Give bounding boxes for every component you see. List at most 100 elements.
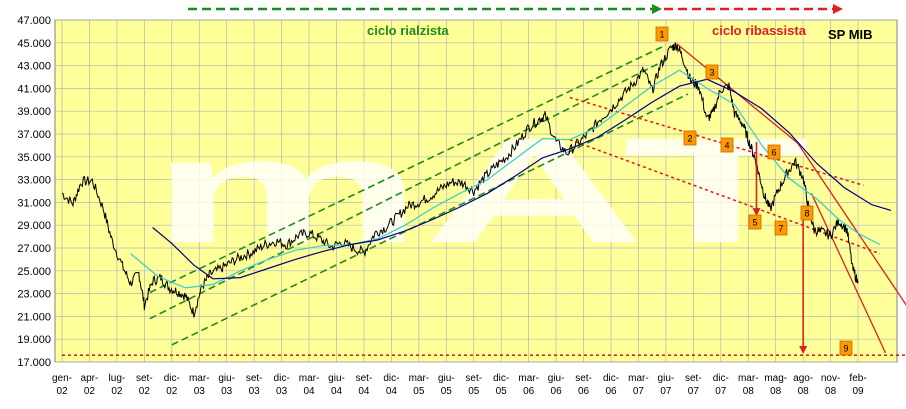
x-tick-label: ago- [793, 373, 813, 384]
marker-label: 9 [843, 344, 848, 354]
y-axis: 17.000 19.000 21.000 23.000 25.000 27.000 29.0… [17, 15, 51, 369]
x-tick-label: 02 [84, 386, 96, 397]
x-tick-label: 07 [715, 386, 727, 397]
marker-box [800, 205, 814, 221]
trendline [171, 93, 689, 346]
x-tick-label: 03 [276, 386, 288, 397]
marker-label: 8 [804, 209, 809, 219]
x-tick-label: giu- [658, 373, 675, 384]
x-tick-label: 04 [386, 386, 398, 397]
x-tick-label: 02 [56, 386, 68, 397]
x-tick-label: mar- [628, 373, 649, 384]
x-tick-label: 03 [221, 386, 233, 397]
x-tick-label: mar- [299, 373, 320, 384]
marker-label: 5 [752, 218, 757, 228]
y-tick-label: 19.000 [17, 334, 51, 346]
x-tick-label: 02 [111, 386, 123, 397]
x-tick-label: 02 [139, 386, 151, 397]
y-tick-label: 35.000 [17, 152, 51, 164]
y-tick-label: 17.000 [17, 357, 51, 369]
x-tick-label: 05 [496, 386, 508, 397]
x-tick-label: 05 [441, 386, 453, 397]
arrow-head [799, 346, 808, 355]
series-line [152, 78, 892, 280]
x-tick-label: giu- [548, 373, 565, 384]
y-tick-label: 23.000 [17, 289, 51, 301]
x-tick-label: 02 [166, 386, 178, 397]
marker-label: 4 [724, 141, 729, 151]
arrow-head [752, 208, 761, 217]
x-tick-label: giu- [218, 373, 235, 384]
x-tick-label: 03 [249, 386, 261, 397]
x-tick-label: 07 [688, 386, 700, 397]
x-tick-label: gen- [52, 373, 72, 384]
x-tick-label: dic- [164, 373, 180, 384]
marker-box [705, 64, 719, 80]
x-tick-label: feb- [849, 373, 866, 384]
markers: 1 2 3 4 5 6 7 8 9 [655, 26, 853, 356]
x-tick-label: giu- [328, 373, 345, 384]
marker-box [774, 220, 788, 236]
x-tick-label: 06 [523, 386, 535, 397]
x-tick-label: 07 [660, 386, 672, 397]
trendline [149, 44, 667, 294]
trendline [569, 138, 881, 255]
y-tick-label: 43.000 [17, 61, 51, 73]
x-tick-label: mag- [764, 373, 787, 384]
y-tick-label: 29.000 [17, 220, 51, 232]
x-tick-label: set- [465, 373, 482, 384]
x-tick-label: lug- [109, 373, 126, 384]
x-tick-label: 07 [633, 386, 645, 397]
x-tick-label: set- [246, 373, 263, 384]
x-tick-label: set- [136, 373, 153, 384]
marker-label: 6 [771, 148, 776, 158]
x-tick-label: dic- [274, 373, 290, 384]
x-tick-label: mar- [189, 373, 210, 384]
x-tick-label: giu- [438, 373, 455, 384]
y-tick-label: 33.000 [17, 175, 51, 187]
x-tick-label: 08 [798, 386, 810, 397]
trendline [810, 193, 887, 354]
chart-title: SP MIB [828, 27, 873, 42]
x-tick-label: 06 [605, 386, 617, 397]
x-tick-label: 05 [413, 386, 425, 397]
x-tick-label: set- [356, 373, 373, 384]
x-tick-label: mar- [518, 373, 539, 384]
x-tick-label: nov- [821, 373, 840, 384]
x-tick-label: 06 [551, 386, 563, 397]
marker-box [720, 137, 734, 153]
marker-box [767, 144, 781, 160]
y-tick-label: 47.000 [17, 15, 51, 27]
x-tick-label: dic- [603, 373, 619, 384]
y-tick-label: 27.000 [17, 243, 51, 255]
y-tick-label: 31.000 [17, 197, 51, 209]
trendline [149, 59, 667, 320]
y-tick-label: 45.000 [17, 38, 51, 50]
x-tick-label: dic- [713, 373, 729, 384]
marker-box [839, 340, 853, 356]
x-tick-label: dic- [493, 373, 509, 384]
x-tick-label: 08 [825, 386, 837, 397]
x-tick-label: set- [575, 373, 592, 384]
arrows [752, 141, 808, 355]
marker-label: 1 [659, 30, 664, 40]
y-tick-label: 41.000 [17, 83, 51, 95]
x-tick-label: 05 [468, 386, 480, 397]
x-tick-label: 04 [303, 386, 315, 397]
x-tick-label: 03 [194, 386, 206, 397]
y-tick-label: 25.000 [17, 266, 51, 278]
marker-box [655, 26, 669, 42]
top-arrow-green-head [652, 4, 662, 14]
y-tick-label: 39.000 [17, 106, 51, 118]
x-tick-label: set- [685, 373, 702, 384]
marker-label: 2 [687, 134, 692, 144]
x-tick-label: 08 [743, 386, 755, 397]
x-tick-label: 04 [358, 386, 370, 397]
x-tick-label: 04 [331, 386, 343, 397]
x-axis: gen- 02 apr- 02 lug- 02 set- 02 dic- 02 mar- 03 giu-… [52, 373, 867, 397]
x-tick-label: mar- [738, 373, 759, 384]
marker-label: 3 [709, 68, 714, 78]
x-tick-label: 09 [852, 386, 864, 397]
